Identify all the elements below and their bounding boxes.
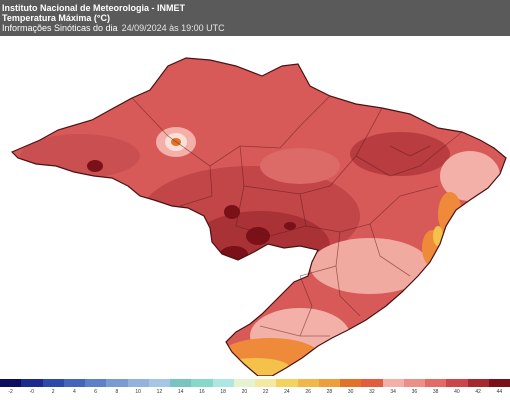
legend-color-swatch [467, 379, 489, 387]
map-header: Instituto Nacional de Meteorologia - INM… [0, 0, 510, 36]
legend-tick-label: 34 [390, 389, 396, 395]
legend-color-swatch [233, 379, 255, 387]
legend-color-swatch [0, 379, 22, 387]
legend-tick-label: 22 [262, 389, 269, 395]
legend-tick-label: -0 [29, 389, 35, 395]
legend-color-swatch [361, 379, 383, 387]
variable-title: Temperatura Máxima (°C) [2, 13, 110, 23]
zone-extreme-6 [260, 256, 276, 268]
zone-extreme-5 [276, 256, 308, 276]
legend-color-swatch [382, 379, 404, 387]
legend-color-swatch [85, 379, 107, 387]
legend-color-swatch [212, 379, 234, 387]
legend-color-swatch [170, 379, 192, 387]
legend-tick-label: 38 [432, 389, 439, 395]
legend-tick-label: 44 [496, 389, 503, 395]
legend-tick-label: 16 [199, 389, 205, 395]
zone-southeast-pink [310, 238, 430, 294]
legend-color-swatch [403, 379, 425, 387]
zone-extreme-2 [224, 205, 240, 219]
zone-northeast-coast-pink [440, 151, 500, 201]
legend-tick-label: 6 [94, 389, 98, 395]
legend-color-swatch [63, 379, 85, 387]
legend-color-swatch [297, 379, 319, 387]
zone-extreme-1 [87, 160, 103, 172]
legend-color-swatch [446, 379, 468, 387]
info-line: Informações Sinóticas do dia 24/09/2024 à… [2, 23, 225, 33]
legend-color-bar [0, 379, 510, 387]
legend-color-swatch [276, 379, 298, 387]
legend-tick-label: 24 [284, 389, 290, 395]
legend-color-swatch [318, 379, 340, 387]
legend-tick-label: 40 [454, 389, 460, 395]
zone-extreme-4 [220, 246, 248, 262]
legend-tick-label: 18 [220, 389, 226, 395]
timestamp: 24/09/2024 às 19:00 UTC [121, 23, 225, 33]
legend-tick-label: -2 [8, 389, 13, 395]
color-legend: -2 -0 2 4 6 8 10 12 14 16 18 20 22 24 26 28 30 32 34 36 38 40… [0, 376, 510, 400]
state-borders [131, 95, 463, 337]
info-label: Informações Sinóticas do dia [2, 23, 118, 33]
legend-tick-labels: -2 -0 2 4 6 8 10 12 14 16 18 20 22 24 26 28 30 32 34 36 38 40… [0, 389, 510, 397]
zone-extreme-3 [246, 227, 270, 245]
legend-tick-label: 12 [156, 389, 163, 395]
legend-color-swatch [191, 379, 213, 387]
legend-tick-label: 10 [135, 389, 141, 395]
legend-color-swatch [127, 379, 149, 387]
legend-color-swatch [255, 379, 277, 387]
legend-color-swatch [42, 379, 64, 387]
legend-tick-label: 36 [411, 389, 418, 395]
legend-tick-label: 4 [72, 389, 76, 395]
brazil-temperature-map [11, 57, 507, 376]
legend-tick-label: 30 [347, 389, 354, 395]
zone-extreme-7 [284, 222, 296, 230]
legend-color-swatch [106, 379, 128, 387]
legend-color-swatch [340, 379, 362, 387]
legend-color-swatch [21, 379, 43, 387]
zone-amazon-pink [260, 148, 340, 184]
legend-tick-label: 28 [326, 389, 333, 395]
legend-color-swatch [148, 379, 170, 387]
legend-color-swatch [425, 379, 447, 387]
legend-tick-label: 26 [305, 389, 311, 395]
legend-tick-label: 8 [115, 389, 119, 395]
legend-tick-label: 32 [369, 389, 375, 395]
legend-color-swatch [488, 379, 510, 387]
zone-coast-yellow [433, 226, 443, 246]
legend-tick-label: 42 [475, 389, 481, 395]
institute-title: Instituto Nacional de Meteorologia - INM… [2, 3, 186, 13]
legend-tick-label: 2 [51, 389, 55, 395]
zone-northeast-inner [350, 132, 450, 176]
legend-tick-label: 20 [241, 389, 248, 395]
legend-tick-label: 14 [177, 389, 184, 395]
